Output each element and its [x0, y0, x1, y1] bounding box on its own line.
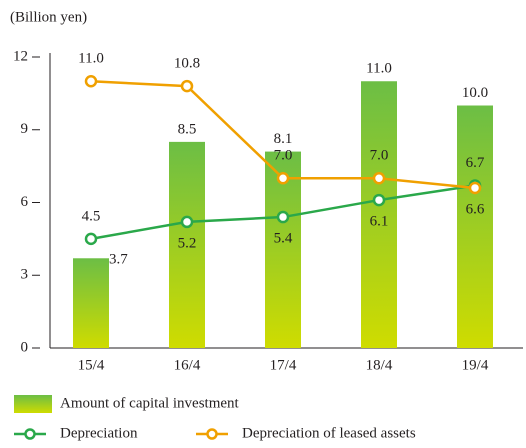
legend-label: Depreciation of leased assets	[242, 425, 416, 441]
y-axis-label: (Billion yen)	[10, 9, 87, 25]
bar	[361, 81, 397, 348]
bar-value-label: 10.0	[462, 85, 488, 101]
point	[372, 172, 386, 185]
line-value-label: 7.0	[370, 148, 389, 164]
bar-value-label: 8.1	[274, 131, 293, 147]
legend-label: Depreciation	[60, 425, 138, 441]
bar	[457, 105, 493, 348]
point	[276, 172, 290, 185]
y-tick-label: 12	[13, 48, 28, 64]
legend-marker	[24, 428, 36, 440]
line-value-label: 7.0	[274, 148, 293, 164]
x-tick-label: 17/4	[270, 357, 297, 373]
legend-marker	[206, 428, 218, 440]
bar-value-label: 11.0	[366, 61, 392, 77]
legend-label: Amount of capital investment	[60, 395, 240, 411]
y-tick-label: 6	[21, 194, 29, 210]
bar	[73, 258, 109, 348]
line-value-label: 5.4	[274, 230, 293, 246]
line-value-label: 6.7	[466, 155, 485, 171]
bar-value-label: 8.5	[178, 121, 197, 137]
point	[276, 210, 290, 224]
point	[468, 181, 482, 195]
x-tick-label: 16/4	[174, 357, 201, 373]
line-value-label: 10.8	[174, 56, 200, 72]
x-tick-label: 15/4	[78, 357, 105, 373]
bar-value-label: 3.7	[109, 252, 128, 268]
point	[84, 232, 98, 246]
point	[180, 79, 194, 93]
y-tick-label: 3	[21, 267, 29, 283]
point	[180, 215, 194, 229]
x-tick-label: 19/4	[462, 357, 489, 373]
line-value-label: 4.5	[82, 208, 101, 224]
legend-swatch	[14, 395, 52, 413]
line-value-label: 5.2	[178, 235, 197, 251]
line-value-label: 6.1	[370, 214, 389, 230]
x-tick-label: 18/4	[366, 357, 393, 373]
line-value-label: 6.6	[466, 201, 485, 217]
point	[84, 75, 98, 88]
y-tick-label: 9	[21, 121, 29, 137]
bar	[169, 141, 205, 348]
line-value-label: 11.0	[78, 51, 104, 67]
y-tick-label: 0	[21, 339, 29, 355]
point	[372, 193, 386, 207]
